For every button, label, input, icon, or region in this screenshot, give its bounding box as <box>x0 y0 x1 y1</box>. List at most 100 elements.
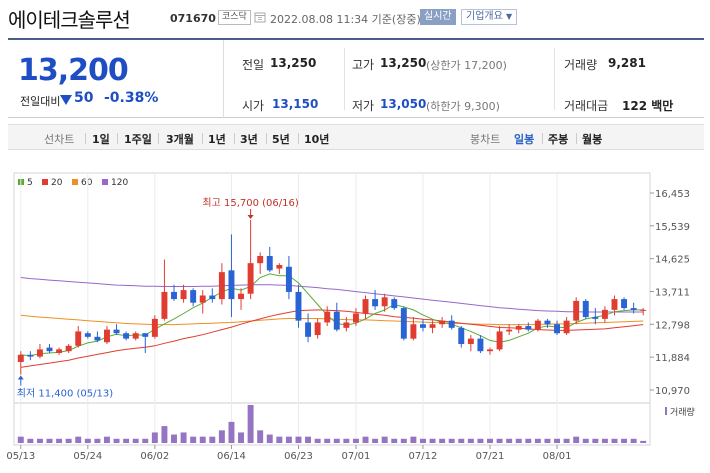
candle-body <box>352 313 359 323</box>
period-1d[interactable]: 1일 <box>92 133 110 146</box>
ma20-line <box>20 309 644 368</box>
volume-bar <box>333 438 340 443</box>
volume-bar <box>199 436 206 443</box>
volume-bar <box>113 438 120 443</box>
candle-body <box>180 290 187 300</box>
candle-body <box>56 349 63 353</box>
candle-body <box>544 320 551 325</box>
volume-bar <box>630 438 637 443</box>
volume-bar <box>621 438 628 443</box>
volume-bar <box>544 438 551 443</box>
volume-bar <box>276 436 283 443</box>
candle-body <box>448 320 455 328</box>
realtime-button[interactable]: 실시간 <box>420 9 456 25</box>
divider <box>85 133 86 144</box>
period-3y[interactable]: 3년 <box>240 133 258 146</box>
volume-bar <box>448 438 455 443</box>
x-tick-label: 05/24 <box>73 451 102 462</box>
calendar-icon <box>254 12 266 23</box>
candle-body <box>640 309 647 311</box>
volume-bar <box>84 438 91 443</box>
candle-body <box>611 299 618 310</box>
quote-panel: 13,200 전일대비 50 -0.38% 전일 13,250 시가 13,15… <box>8 38 704 118</box>
candle-daily[interactable]: 일봉 <box>514 133 535 146</box>
divider <box>298 133 299 144</box>
volume-bar <box>381 436 388 443</box>
candle-body <box>381 297 388 307</box>
prev-close-value: 13,250 <box>270 56 317 70</box>
candle-monthly[interactable]: 월봉 <box>582 133 603 146</box>
period-5y[interactable]: 5년 <box>272 133 290 146</box>
volume-bar <box>563 438 570 443</box>
candle-body <box>515 326 522 330</box>
candle-body <box>27 354 34 357</box>
period-10y[interactable]: 10년 <box>304 133 330 146</box>
period-1y[interactable]: 1년 <box>208 133 226 146</box>
high-value: 13,250 <box>380 56 427 70</box>
candle-body <box>563 320 570 334</box>
x-tick-label: 06/02 <box>140 451 169 462</box>
period-1w[interactable]: 1주일 <box>124 133 152 146</box>
stock-header: 에이테크솔루션 071670 코스닥 2022.08.08 11:34 기준(장… <box>0 0 710 36</box>
lower-limit: (하한가 9,300) <box>426 100 500 113</box>
volume-bar <box>65 438 72 443</box>
candle-chart-label[interactable]: 봉차트 <box>470 133 501 146</box>
volume-value: 9,281 <box>608 56 646 70</box>
y-tick-label: 12,798 <box>655 320 690 331</box>
candle-weekly[interactable]: 주봉 <box>548 133 569 146</box>
volume-bar <box>171 434 177 443</box>
divider <box>344 48 345 110</box>
open-value: 13,150 <box>272 97 319 111</box>
down-triangle-icon <box>60 95 72 105</box>
ma5-line <box>20 273 644 357</box>
x-tick-label: 07/12 <box>409 451 438 462</box>
candle-body <box>36 349 43 357</box>
volume-bar <box>123 438 130 443</box>
candle-body <box>592 317 599 319</box>
candle-body <box>458 327 465 345</box>
candle-body <box>506 329 513 332</box>
volume-bar <box>285 436 292 443</box>
candle-body <box>391 299 398 309</box>
x-tick-label: 06/23 <box>284 451 313 462</box>
candle-body <box>429 324 436 328</box>
volume-bar <box>228 421 235 443</box>
candlestick-chart[interactable]: 16,453 15,539 14,625 13,711 12,798 11,884 10,9… <box>0 150 710 473</box>
price-box: 13,200 전일대비 50 -0.38% <box>8 40 224 118</box>
candle-body <box>467 338 474 345</box>
legend-ma20: 20 <box>42 178 62 188</box>
open-label: 시가 <box>242 99 265 113</box>
x-tick-label: 07/01 <box>342 451 371 462</box>
line-chart-label[interactable]: 선차트 <box>44 133 75 146</box>
volume-bar <box>104 436 110 443</box>
prev-close-label: 전일 <box>242 58 265 72</box>
candle-body <box>190 290 197 303</box>
divider <box>542 133 543 144</box>
volume-bar <box>496 438 503 443</box>
chart-axes: 16,453 15,539 14,625 13,711 12,798 11,884 10,9… <box>6 189 694 462</box>
divider <box>158 133 159 144</box>
low-annotation: 최저 11,400 (05/13) <box>17 388 113 400</box>
candle-body <box>46 347 53 352</box>
company-info-button[interactable]: 기업개요 ▼ <box>461 9 518 25</box>
x-tick-label: 07/21 <box>476 451 505 462</box>
volume-bar <box>132 438 139 443</box>
period-3m[interactable]: 3개월 <box>166 133 194 146</box>
chart-toolbar: 선차트 1일 1주일 3개월 1년 3년 5년 10년 봉차트 일봉 주봉 월봉 <box>8 124 704 150</box>
volume-bar <box>640 440 647 443</box>
candle-body <box>142 333 149 337</box>
volume-bar <box>362 436 369 443</box>
volume-bar <box>151 432 158 443</box>
volume-bar <box>180 432 187 443</box>
candle-body <box>84 333 91 337</box>
volume-bar <box>467 438 474 443</box>
volume-bar <box>56 438 63 443</box>
volume-bar <box>582 438 589 443</box>
volume-bar <box>75 436 82 443</box>
volume-bar <box>190 436 197 443</box>
upper-limit: (상한가 17,200) <box>426 59 507 72</box>
candle-body <box>266 255 273 271</box>
candles <box>17 220 647 375</box>
company-info-label: 기업개요 <box>466 11 503 22</box>
candle-body <box>314 322 321 336</box>
